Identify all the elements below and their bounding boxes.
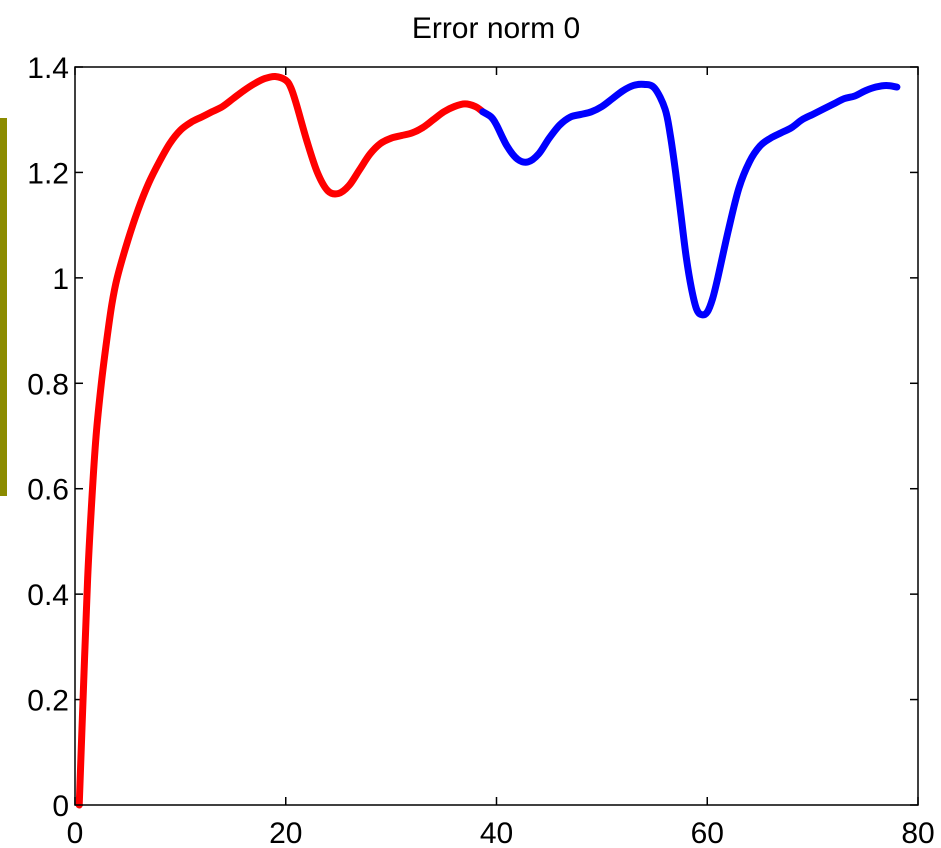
chart-title: Error norm 0: [412, 12, 580, 45]
y-tick-label: 0.6: [27, 474, 69, 507]
series-line-1: [75, 72, 487, 809]
x-tick-label: 40: [480, 817, 513, 848]
x-tick-label: 0: [67, 817, 84, 848]
side-marker-bar: [0, 118, 7, 496]
y-tick-label: 0.4: [27, 579, 69, 612]
series-layer: [75, 72, 901, 809]
y-axis: 0 0.2 0.4 0.6 0.8 1 1.2 1.4: [27, 52, 918, 823]
x-axis: 0 20 40 60 80: [67, 67, 935, 848]
y-tick-label: 1: [52, 263, 69, 296]
y-tick-label: 1.4: [27, 52, 69, 85]
y-tick-label: 0.8: [27, 368, 69, 401]
series-line-2: [479, 80, 901, 319]
y-tick-label: 0.2: [27, 685, 69, 718]
x-tick-label: 60: [691, 817, 724, 848]
x-tick-label: 20: [269, 817, 302, 848]
x-tick-label: 80: [901, 817, 934, 848]
y-tick-label: 0: [52, 790, 69, 823]
axes-frame: [74, 66, 919, 806]
y-tick-label: 1.2: [27, 157, 69, 190]
